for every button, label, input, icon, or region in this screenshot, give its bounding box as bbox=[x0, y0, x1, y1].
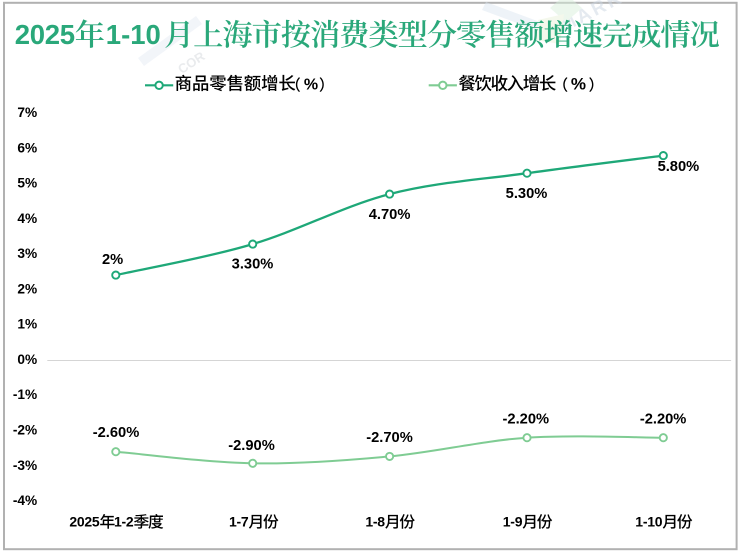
svg-text:3%: 3% bbox=[17, 246, 37, 261]
svg-text:-2%: -2% bbox=[13, 423, 37, 438]
svg-text:5.80%: 5.80% bbox=[658, 159, 700, 175]
svg-text:2025: 2025 bbox=[69, 513, 100, 529]
svg-text:-2.20%: -2.20% bbox=[503, 411, 550, 427]
svg-text:1%: 1% bbox=[17, 317, 37, 332]
svg-text:4.70%: 4.70% bbox=[369, 207, 411, 223]
svg-text:1-8: 1-8 bbox=[365, 513, 385, 529]
svg-text:COR: COR bbox=[175, 48, 208, 77]
svg-text:-4%: -4% bbox=[13, 493, 37, 508]
svg-text:2%: 2% bbox=[17, 281, 37, 296]
svg-text:7%: 7% bbox=[17, 105, 37, 120]
svg-text:1-7: 1-7 bbox=[229, 513, 249, 529]
svg-text:6%: 6% bbox=[17, 140, 37, 155]
svg-text:-1%: -1% bbox=[13, 387, 37, 402]
svg-text:0%: 0% bbox=[17, 352, 37, 367]
svg-text:-2.90%: -2.90% bbox=[228, 438, 275, 454]
svg-text:-2.60%: -2.60% bbox=[93, 425, 140, 441]
svg-text:1-9: 1-9 bbox=[503, 513, 523, 529]
svg-text:2025: 2025 bbox=[15, 19, 75, 50]
svg-text:1-2: 1-2 bbox=[114, 513, 134, 529]
svg-text:-2.20%: -2.20% bbox=[640, 411, 687, 427]
svg-text:-2.70%: -2.70% bbox=[366, 430, 413, 446]
svg-text:%: % bbox=[571, 75, 586, 94]
svg-text:3.30%: 3.30% bbox=[232, 257, 274, 273]
svg-text:4%: 4% bbox=[17, 211, 37, 226]
svg-text:1-10: 1-10 bbox=[635, 513, 662, 529]
svg-text:5.30%: 5.30% bbox=[506, 186, 548, 202]
svg-text:-3%: -3% bbox=[13, 458, 37, 473]
svg-text:1-10: 1-10 bbox=[106, 19, 161, 50]
svg-text:2%: 2% bbox=[102, 252, 123, 268]
svg-text:%: % bbox=[304, 77, 318, 94]
svg-text:5%: 5% bbox=[17, 176, 37, 191]
